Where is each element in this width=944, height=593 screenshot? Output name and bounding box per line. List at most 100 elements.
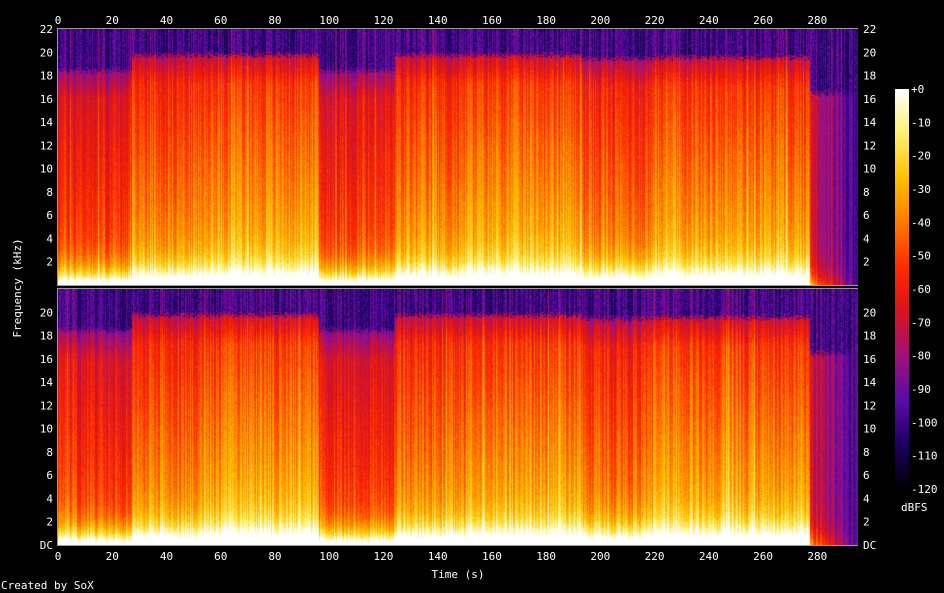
y-tick-label-top-right: 20 (863, 46, 876, 59)
x-tick-label-top: 200 (590, 14, 610, 27)
y-tick-label-top-left: 16 (40, 93, 53, 106)
x-tick-label-top: 160 (482, 14, 502, 27)
x-tick-label-top: 220 (645, 14, 665, 27)
x-tick-label-bottom: 180 (536, 550, 556, 563)
y-tick-label-top-left: 4 (46, 232, 53, 245)
x-tick-label-top: 240 (699, 14, 719, 27)
colorbar-tick-label: -100 (911, 416, 938, 429)
y-tick-label-top-right: 14 (863, 116, 877, 129)
y-tick-label-top-left: 8 (46, 186, 53, 199)
y-tick-label-top-left: 22 (40, 23, 53, 36)
y-tick-label-bottom-right: 18 (863, 330, 876, 343)
y-tick-label-top-left: 2 (46, 256, 53, 269)
y-tick-label-top-right: 8 (863, 186, 870, 199)
y-tick-label-top-right: 12 (863, 139, 876, 152)
y-tick-label-top-left: 6 (46, 209, 53, 222)
colorbar-ticks: +0 -10 -20 -30 -40 -50 -60 -70 -80 -90 -100 -110 -12… (911, 83, 938, 496)
x-tick-label-top: 0 (55, 14, 62, 27)
y-tick-label-top-left: 18 (40, 70, 53, 83)
colorbar-tick-label: -80 (911, 350, 931, 363)
x-tick-label-bottom: 200 (590, 550, 610, 563)
x-tick-label-top: 120 (373, 14, 393, 27)
x-tick-label-top: 100 (319, 14, 339, 27)
x-tick-label-top: 280 (807, 14, 827, 27)
x-tick-label-top: 40 (160, 14, 173, 27)
y-tick-label-bottom-left: DC (40, 539, 53, 552)
y-tick-label-bottom-right: 20 (863, 306, 876, 319)
y-tick-label-top-right: 22 (863, 23, 876, 36)
y-tick-label-bottom-right: 16 (863, 353, 876, 366)
y-tick-label-bottom-right: 6 (863, 469, 870, 482)
colorbar-tick-label: -30 (911, 183, 931, 196)
y-tick-label-bottom-left: 18 (40, 330, 53, 343)
colorbar-label: dBFS (901, 501, 928, 514)
y-axis-right: 2 4 6 8 10 12 14 16 18 20 22 DC 2 4 6 8 10 12 14 16 18 20 (863, 23, 877, 552)
y-tick-label-bottom-right: DC (863, 539, 876, 552)
y-tick-label-top-right: 6 (863, 209, 870, 222)
y-tick-label-bottom-left: 12 (40, 399, 53, 412)
y-tick-label-bottom-left: 16 (40, 353, 53, 366)
y-tick-label-bottom-left: 8 (46, 446, 53, 459)
y-tick-label-top-right: 16 (863, 93, 876, 106)
x-tick-label-bottom: 100 (319, 550, 339, 563)
y-tick-label-top-left: 14 (40, 116, 54, 129)
x-tick-label-bottom: 80 (268, 550, 281, 563)
x-tick-label-top: 140 (428, 14, 448, 27)
colorbar-tick-label: -120 (911, 483, 938, 496)
x-tick-label-bottom: 0 (55, 550, 62, 563)
y-axis-left: 2 4 6 8 10 12 14 16 18 20 22 DC 2 4 6 8 10 12 14 16 18 20 (40, 23, 54, 552)
x-tick-label-top: 20 (106, 14, 119, 27)
y-tick-label-top-right: 10 (863, 163, 876, 176)
y-tick-label-top-left: 10 (40, 163, 53, 176)
x-tick-label-bottom: 260 (753, 550, 773, 563)
x-tick-label-bottom: 160 (482, 550, 502, 563)
y-tick-label-top-left: 12 (40, 139, 53, 152)
y-tick-label-bottom-right: 4 (863, 492, 870, 505)
x-tick-label-top: 180 (536, 14, 556, 27)
colorbar-tick-label: +0 (911, 83, 924, 96)
x-tick-label-top: 60 (214, 14, 227, 27)
colorbar (895, 89, 909, 489)
x-axis-bottom: 0 20 40 60 80 100 120 140 160 180 200 220 240 260 280 (55, 550, 828, 563)
y-tick-label-top-left: 20 (40, 46, 53, 59)
colorbar-tick-label: -110 (911, 450, 938, 463)
x-tick-label-bottom: 60 (214, 550, 227, 563)
y-tick-label-bottom-right: 12 (863, 399, 876, 412)
y-tick-label-bottom-left: 14 (40, 376, 54, 389)
x-tick-label-bottom: 120 (373, 550, 393, 563)
x-tick-label-bottom: 40 (160, 550, 173, 563)
colorbar-tick-label: -40 (911, 216, 931, 229)
colorbar-tick-label: -20 (911, 150, 931, 163)
x-tick-label-top: 260 (753, 14, 773, 27)
x-axis-label: Time (s) (432, 568, 485, 581)
y-tick-label-bottom-left: 2 (46, 516, 53, 529)
y-tick-label-bottom-left: 20 (40, 306, 53, 319)
y-tick-label-top-right: 4 (863, 232, 870, 245)
x-tick-label-bottom: 240 (699, 550, 719, 563)
colorbar-tick-label: -60 (911, 283, 931, 296)
y-tick-label-bottom-left: 10 (40, 423, 53, 436)
colorbar-tick-label: -70 (911, 316, 931, 329)
x-tick-label-bottom: 280 (807, 550, 827, 563)
y-tick-label-bottom-right: 10 (863, 423, 876, 436)
y-axis-label: Frequency (kHz) (11, 238, 24, 337)
x-axis-top: 0 20 40 60 80 100 120 140 160 180 200 220 240 260 280 (55, 14, 828, 27)
colorbar-tick-label: -50 (911, 250, 931, 263)
y-tick-label-top-right: 2 (863, 256, 870, 269)
y-tick-label-bottom-right: 2 (863, 516, 870, 529)
y-tick-label-bottom-right: 14 (863, 376, 877, 389)
footer-credit: Created by SoX (1, 579, 94, 592)
spectrogram-channel-bottom (58, 289, 858, 545)
y-tick-label-bottom-left: 4 (46, 492, 53, 505)
y-tick-label-bottom-right: 8 (863, 446, 870, 459)
colorbar-tick-label: -90 (911, 383, 931, 396)
x-tick-label-bottom: 20 (106, 550, 119, 563)
x-tick-label-bottom: 140 (428, 550, 448, 563)
x-tick-label-bottom: 220 (645, 550, 665, 563)
spectrogram-channel-top (58, 29, 858, 285)
x-tick-label-top: 80 (268, 14, 281, 27)
y-tick-label-top-right: 18 (863, 70, 876, 83)
y-tick-label-bottom-left: 6 (46, 469, 53, 482)
colorbar-tick-label: -10 (911, 116, 931, 129)
